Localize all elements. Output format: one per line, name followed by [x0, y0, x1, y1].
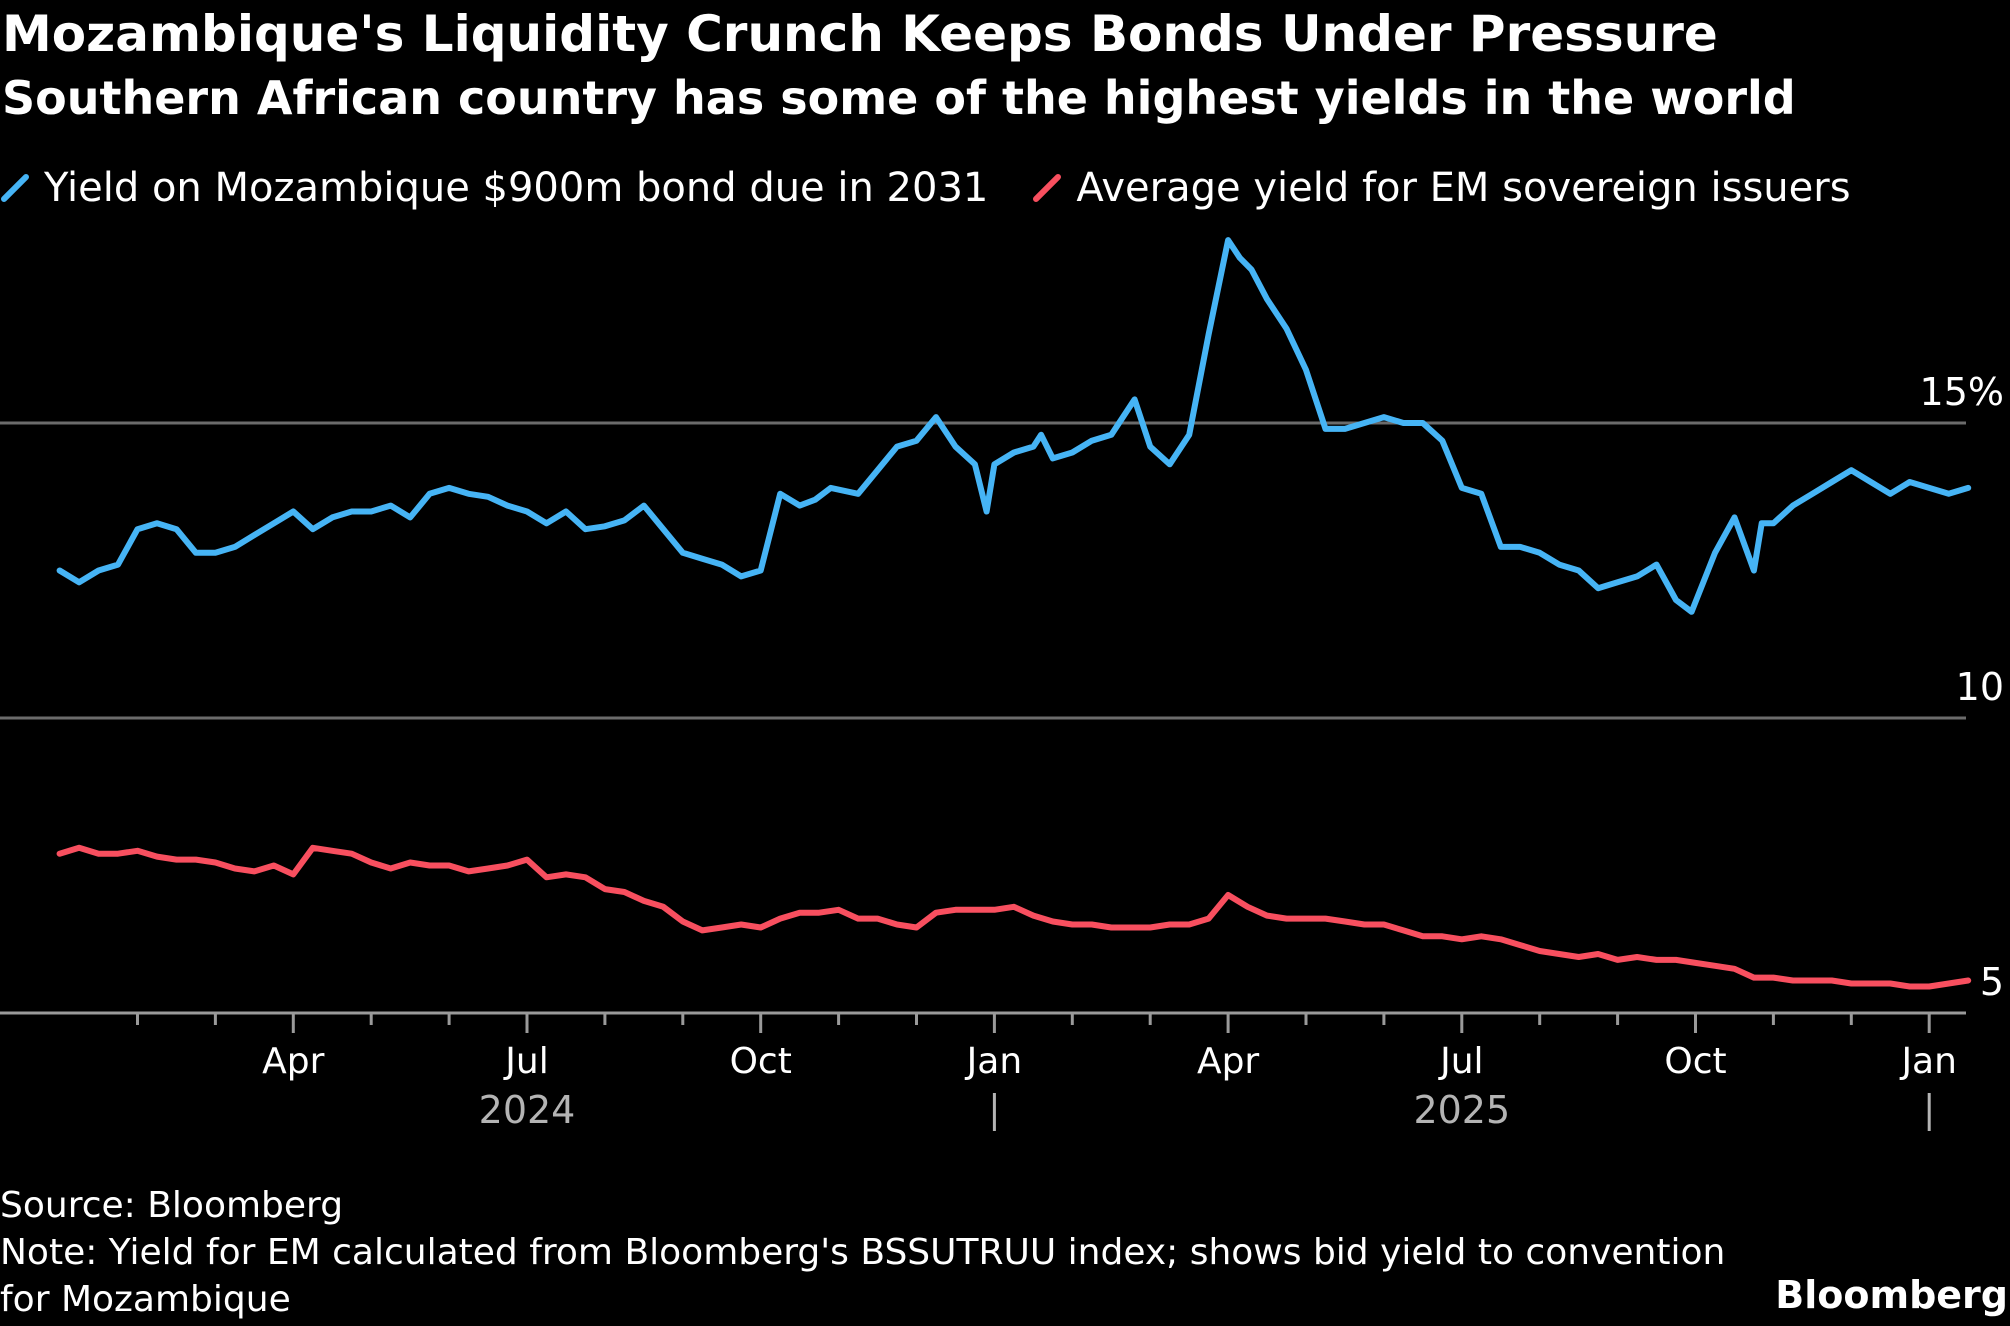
- gridlines: [0, 421, 1966, 720]
- x-tick-label-7: Jan: [1899, 1041, 1957, 1082]
- footer: Source: Bloomberg Note: Yield for EM cal…: [0, 1182, 1725, 1323]
- y-tick-label-5: 5: [1980, 960, 2004, 1004]
- legend-swatch-em-average-line: [1033, 174, 1062, 202]
- legend-swatch-mozambique: [1, 174, 29, 202]
- legend-label-mozambique: Yield on Mozambique $900m bond due in 20…: [44, 165, 989, 211]
- legend-item-mozambique: Yield on Mozambique $900m bond due in 20…: [0, 160, 988, 216]
- x-axis: [0, 1011, 1966, 1131]
- x-tick-label-5: Jul: [1438, 1041, 1483, 1082]
- chart-subtitle: Southern African country has some of the…: [2, 71, 1796, 125]
- x-tick-label-2: Oct: [730, 1041, 792, 1082]
- methodology-note-line-2: for Mozambique: [0, 1279, 291, 1320]
- legend-swatch-em-average: [1033, 174, 1062, 202]
- axis-labels: 15% 10 5 Apr Jul Oct Jan Apr Jul Oct Jan 2024 2025: [262, 370, 2004, 1132]
- y-tick-label-15: 15%: [1920, 370, 2004, 414]
- series-line-mozambique: [56, 237, 1972, 615]
- year-label-2024: 2024: [479, 1088, 576, 1132]
- source-note: Source: Bloomberg: [0, 1185, 344, 1226]
- legend-label-em-average: Average yield for EM sovereign issuers: [1076, 165, 1851, 211]
- x-tick-label-1: Jul: [503, 1041, 548, 1082]
- year-label-2025: 2025: [1413, 1088, 1510, 1132]
- series-line-em-average: [56, 844, 1972, 990]
- x-tick-label-6: Oct: [1664, 1041, 1726, 1082]
- chart-title: Mozambique's Liquidity Crunch Keeps Bond…: [2, 5, 1718, 63]
- methodology-note-line-1: Note: Yield for EM calculated from Bloom…: [0, 1232, 1726, 1273]
- legend-item-em-average: Average yield for EM sovereign issuers: [1032, 160, 1851, 216]
- y-tick-label-10: 10: [1956, 665, 2004, 709]
- x-tick-label-0: Apr: [262, 1041, 324, 1082]
- legend: Yield on Mozambique $900m bond due in 20…: [0, 160, 1895, 216]
- bloomberg-logo: Bloomberg: [1775, 1273, 2008, 1317]
- x-tick-label-3: Jan: [965, 1041, 1023, 1082]
- legend-swatch-mozambique-line: [1, 174, 29, 202]
- x-tick-label-4: Apr: [1197, 1041, 1259, 1082]
- series-lines: [56, 237, 1972, 990]
